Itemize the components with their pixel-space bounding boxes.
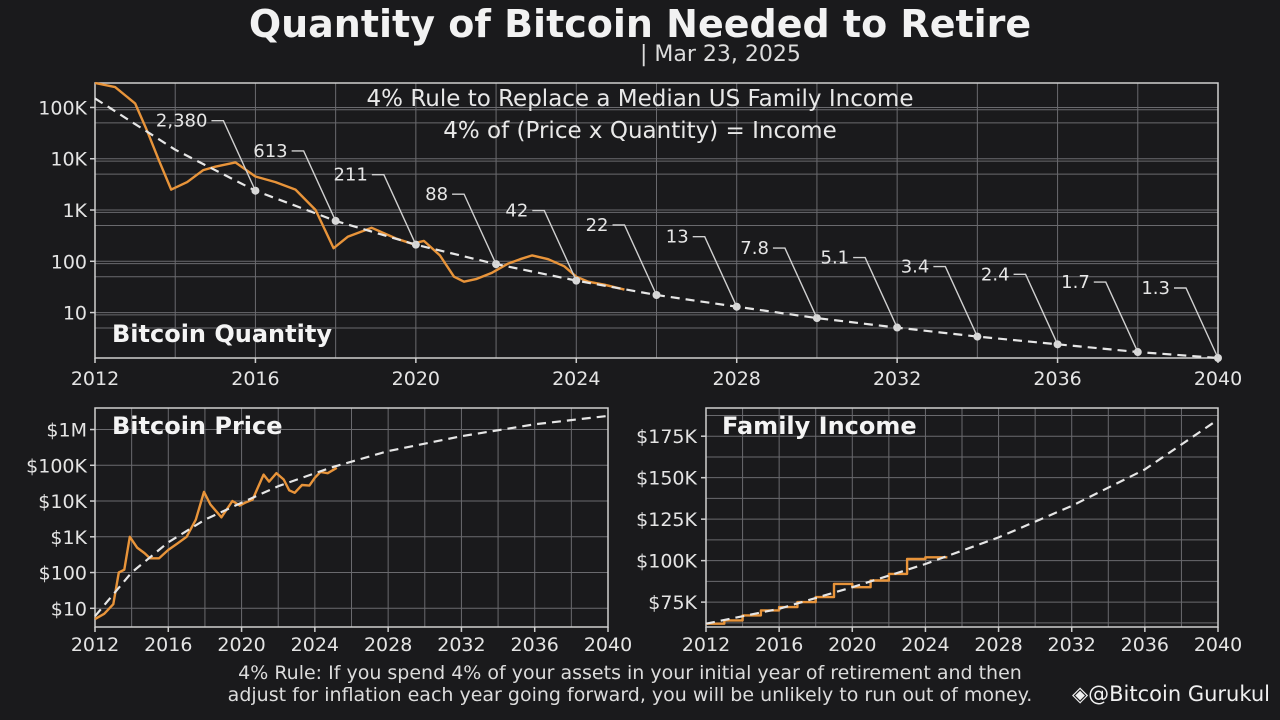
plot-frame [705,407,1219,628]
x-tick-label: 2032 [437,634,485,656]
date-label: | Mar 23, 2025 [640,42,801,67]
y-tick-label: 1K [62,200,87,222]
annotation-leader [933,265,978,337]
y-tick-label: 10 [63,303,87,325]
y-tick-label: $1K [50,527,87,549]
annotation-label: 2.4 [981,264,1010,285]
subtitle-2: 4% of (Price x Quantity) = Income [443,118,836,144]
x-tick-label: 2020 [217,634,265,656]
annotation-leader [452,193,497,265]
annotation-leader [772,247,818,319]
annotation-label: 7.8 [740,238,769,259]
annotation-leader [853,256,898,328]
annotation-label: 22 [586,215,609,236]
x-tick-label: 2012 [71,634,119,656]
projection-line [705,418,1219,625]
annotation-label: 211 [333,165,367,186]
x-tick-label: 2024 [552,368,600,390]
annotation-label: 613 [253,141,287,162]
annotation-label: 1.7 [1061,272,1090,293]
annotation-label: 2,380 [156,111,208,132]
y-tick-label: $10 [51,598,87,620]
annotation-leader [532,209,577,281]
x-tick-label: 2020 [828,634,876,656]
actual-line [706,556,948,625]
annotation-label: 13 [666,227,689,248]
footer-line-1: 4% Rule: If you spend 4% of your assets … [238,662,1022,684]
annotation-label: 42 [505,201,528,222]
x-tick-label: 2020 [392,368,440,390]
x-tick-label: 2016 [231,368,279,390]
annotation-leader [692,236,738,308]
annotation-label: 88 [425,184,448,205]
annotation-leader [1093,281,1139,353]
panel-2: $75K $100K $125K $150K $175K 2012 2016 2020 2024… [636,407,1242,656]
x-tick-label: 2040 [1194,368,1242,390]
watermark: ◈@Bitcoin Gurukul [1072,682,1270,706]
x-tick-label: 2036 [1121,634,1169,656]
x-tick-label: 2016 [144,634,192,656]
y-tick-label: 10K [50,149,87,171]
x-tick-label: 2032 [1048,634,1096,656]
x-tick-label: 2016 [755,634,803,656]
panel-1: $10 $100 $1K $10K $100K $1M 2012 2016 2020 2024 20… [26,407,632,656]
y-tick-label: $10K [38,491,87,513]
y-tick-label: $1M [46,420,87,442]
y-tick-label: $125K [636,509,697,531]
plot-frame [94,82,1219,359]
projection-line [94,414,609,617]
subtitle-1: 4% Rule to Replace a Median US Family In… [367,86,914,112]
annotation-leader [371,173,417,245]
y-tick-label: $150K [636,468,697,490]
plot-frame [94,407,609,628]
chart-title: Quantity of Bitcoin Needed to Retire [248,2,1032,46]
x-tick-label: 2028 [713,368,761,390]
annotation-leader [1013,273,1059,345]
x-tick-label: 2036 [1033,368,1081,390]
watermark-text: @Bitcoin Gurukul [1088,682,1270,706]
footer-line-2: adjust for inflation each year going for… [227,684,1033,706]
annotation-leader [211,120,257,191]
panel-title: Family Income [722,412,917,440]
y-tick-label: $175K [636,426,697,448]
actual-line [94,81,625,291]
annotation-marker [251,186,260,195]
y-tick-label: $100K [26,455,87,477]
x-tick-label: 2028 [364,634,412,656]
x-tick-label: 2028 [974,634,1022,656]
x-tick-label: 2040 [1194,634,1242,656]
panel-title: Bitcoin Price [112,412,283,440]
annotation-leader [1174,287,1219,359]
annotation-leader [612,224,658,296]
annotation-label: 3.4 [901,257,930,278]
x-tick-label: 2032 [873,368,921,390]
x-tick-label: 2040 [584,634,632,656]
x-tick-label: 2012 [71,368,119,390]
y-tick-label: 100 [51,251,87,273]
x-tick-label: 2036 [511,634,559,656]
watermark-icon: ◈ [1071,682,1089,706]
annotation-leader [291,150,337,222]
annotation-label: 1.3 [1141,278,1170,299]
panel-title: Bitcoin Quantity [112,320,332,348]
panel-0: 10 100 1K 10K 100K 2012 2016 2020 2024 2028 2032 20… [38,81,1242,390]
y-tick-label: $100 [39,563,87,585]
y-tick-label: $100K [636,551,697,573]
annotation-label: 5.1 [821,248,850,269]
y-tick-label: $75K [648,592,697,614]
y-tick-label: 100K [38,97,87,119]
x-tick-label: 2024 [901,634,949,656]
x-tick-label: 2012 [682,634,730,656]
x-tick-label: 2024 [291,634,339,656]
